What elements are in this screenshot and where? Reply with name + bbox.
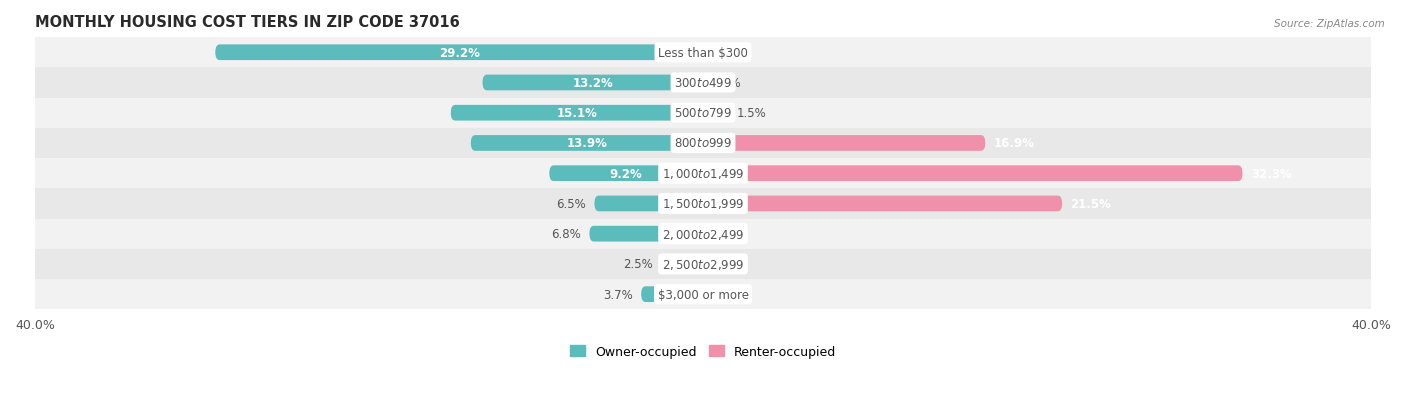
Bar	[35, 219, 1371, 249]
Text: 29.2%: 29.2%	[439, 47, 479, 59]
Text: 13.2%: 13.2%	[572, 77, 613, 90]
Text: 0.0%: 0.0%	[711, 228, 741, 241]
FancyBboxPatch shape	[703, 166, 1243, 182]
FancyBboxPatch shape	[595, 196, 703, 212]
Text: 32.3%: 32.3%	[1251, 167, 1292, 180]
Text: $2,000 to $2,499: $2,000 to $2,499	[662, 227, 744, 241]
FancyBboxPatch shape	[451, 106, 703, 121]
Bar	[35, 189, 1371, 219]
Text: 0.0%: 0.0%	[711, 288, 741, 301]
Text: $800 to $999: $800 to $999	[673, 137, 733, 150]
Text: $3,000 or more: $3,000 or more	[658, 288, 748, 301]
Text: 16.9%: 16.9%	[994, 137, 1035, 150]
FancyBboxPatch shape	[482, 76, 703, 91]
FancyBboxPatch shape	[471, 136, 703, 152]
Text: 0.0%: 0.0%	[711, 258, 741, 271]
Text: 2.5%: 2.5%	[623, 258, 652, 271]
Text: 13.9%: 13.9%	[567, 137, 607, 150]
Text: $2,500 to $2,999: $2,500 to $2,999	[662, 257, 744, 271]
Text: $1,500 to $1,999: $1,500 to $1,999	[662, 197, 744, 211]
Text: 21.5%: 21.5%	[1070, 197, 1111, 211]
Bar	[35, 159, 1371, 189]
FancyBboxPatch shape	[550, 166, 703, 182]
Text: 15.1%: 15.1%	[557, 107, 598, 120]
Text: 6.8%: 6.8%	[551, 228, 581, 241]
Bar	[35, 38, 1371, 68]
Bar	[35, 98, 1371, 128]
Text: Source: ZipAtlas.com: Source: ZipAtlas.com	[1274, 19, 1385, 28]
Text: Less than $300: Less than $300	[658, 47, 748, 59]
Text: $300 to $499: $300 to $499	[673, 77, 733, 90]
FancyBboxPatch shape	[641, 287, 703, 302]
Text: 6.5%: 6.5%	[557, 197, 586, 211]
Text: $500 to $799: $500 to $799	[673, 107, 733, 120]
Text: $1,000 to $1,499: $1,000 to $1,499	[662, 167, 744, 181]
Text: 3.7%: 3.7%	[603, 288, 633, 301]
FancyBboxPatch shape	[703, 106, 728, 121]
Text: MONTHLY HOUSING COST TIERS IN ZIP CODE 37016: MONTHLY HOUSING COST TIERS IN ZIP CODE 3…	[35, 15, 460, 30]
Legend: Owner-occupied, Renter-occupied: Owner-occupied, Renter-occupied	[565, 340, 841, 363]
Text: 9.2%: 9.2%	[610, 167, 643, 180]
Bar	[35, 128, 1371, 159]
Text: 1.5%: 1.5%	[737, 107, 766, 120]
FancyBboxPatch shape	[215, 45, 703, 61]
Bar	[35, 279, 1371, 309]
Bar	[35, 249, 1371, 279]
Text: 0.0%: 0.0%	[711, 47, 741, 59]
Bar	[35, 68, 1371, 98]
FancyBboxPatch shape	[661, 256, 703, 272]
FancyBboxPatch shape	[703, 196, 1062, 212]
Text: 0.0%: 0.0%	[711, 77, 741, 90]
FancyBboxPatch shape	[589, 226, 703, 242]
FancyBboxPatch shape	[703, 136, 986, 152]
